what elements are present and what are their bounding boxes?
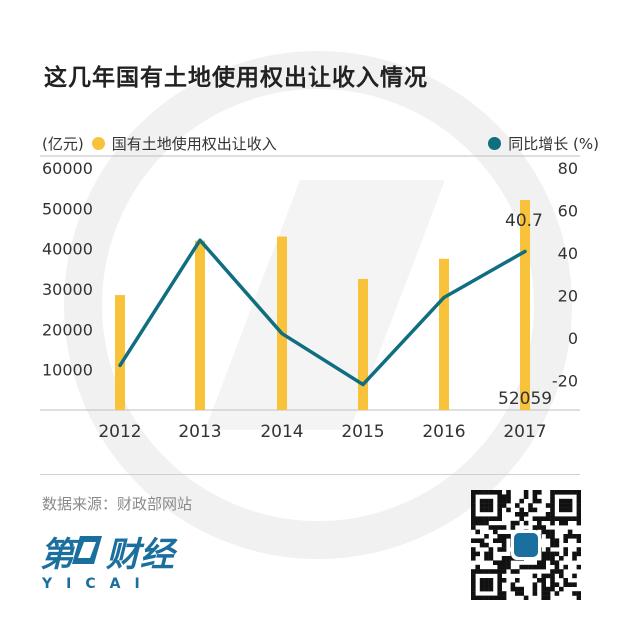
x-tick-label: 2016: [422, 422, 465, 442]
x-tick-label: 2015: [341, 422, 384, 442]
bar-last-value-label: 52059: [498, 389, 552, 409]
y-left-tick-label: 60000: [42, 159, 93, 178]
y-left-tick-label: 10000: [42, 361, 93, 380]
y-right-tick-label: -20: [552, 371, 578, 390]
data-source: 数据来源：财政部网站: [42, 495, 193, 513]
y-left-tick-label: 40000: [42, 240, 93, 259]
yicai-logo-sub: YICAI: [41, 576, 154, 592]
svg-text:财经: 财经: [106, 535, 178, 575]
left-axis-unit: (亿元): [42, 135, 84, 153]
qr-code: [471, 490, 581, 600]
growth-line: [118, 238, 527, 387]
legend-line: 同比增长 (%): [480, 133, 599, 154]
line-last-value-label: 40.7: [505, 211, 543, 231]
line-legend-label: 同比增长 (%): [508, 135, 599, 153]
y-left-tick-label: 20000: [42, 320, 93, 339]
yicai-logo-text: 第: [40, 535, 80, 575]
bar-2017: [520, 200, 530, 410]
bar-2012: [115, 295, 125, 410]
bar-legend-swatch: [91, 137, 105, 150]
x-tick-label: 2012: [98, 422, 141, 442]
legend-bar: (亿元) 国有土地使用权出让收入: [42, 133, 277, 154]
chart-title: 这几年国有土地使用权出让收入情况: [44, 65, 428, 91]
y-right-tick-label: 0: [568, 329, 578, 348]
bar-legend-label: 国有土地使用权出让收入: [111, 135, 277, 153]
bar-2016: [439, 258, 449, 410]
bar-2013: [195, 240, 205, 410]
line-legend-swatch: [488, 137, 502, 150]
x-tick-label: 2014: [260, 422, 303, 442]
footer-divider: [40, 474, 580, 475]
y-right-tick-label: 40: [558, 244, 578, 263]
y-left-tick-label: 30000: [42, 280, 93, 299]
y-left-tick-label: 50000: [42, 199, 93, 218]
y-right-tick-label: 80: [558, 159, 578, 178]
x-tick-label: 2017: [503, 422, 546, 442]
yicai-logo: 第 财经 YICAI: [40, 535, 178, 592]
bar-2014: [277, 236, 287, 410]
y-right-tick-label: 20: [558, 286, 578, 305]
x-tick-label: 2013: [178, 422, 221, 442]
bar-2015: [358, 278, 368, 410]
y-right-tick-label: 60: [558, 201, 578, 220]
